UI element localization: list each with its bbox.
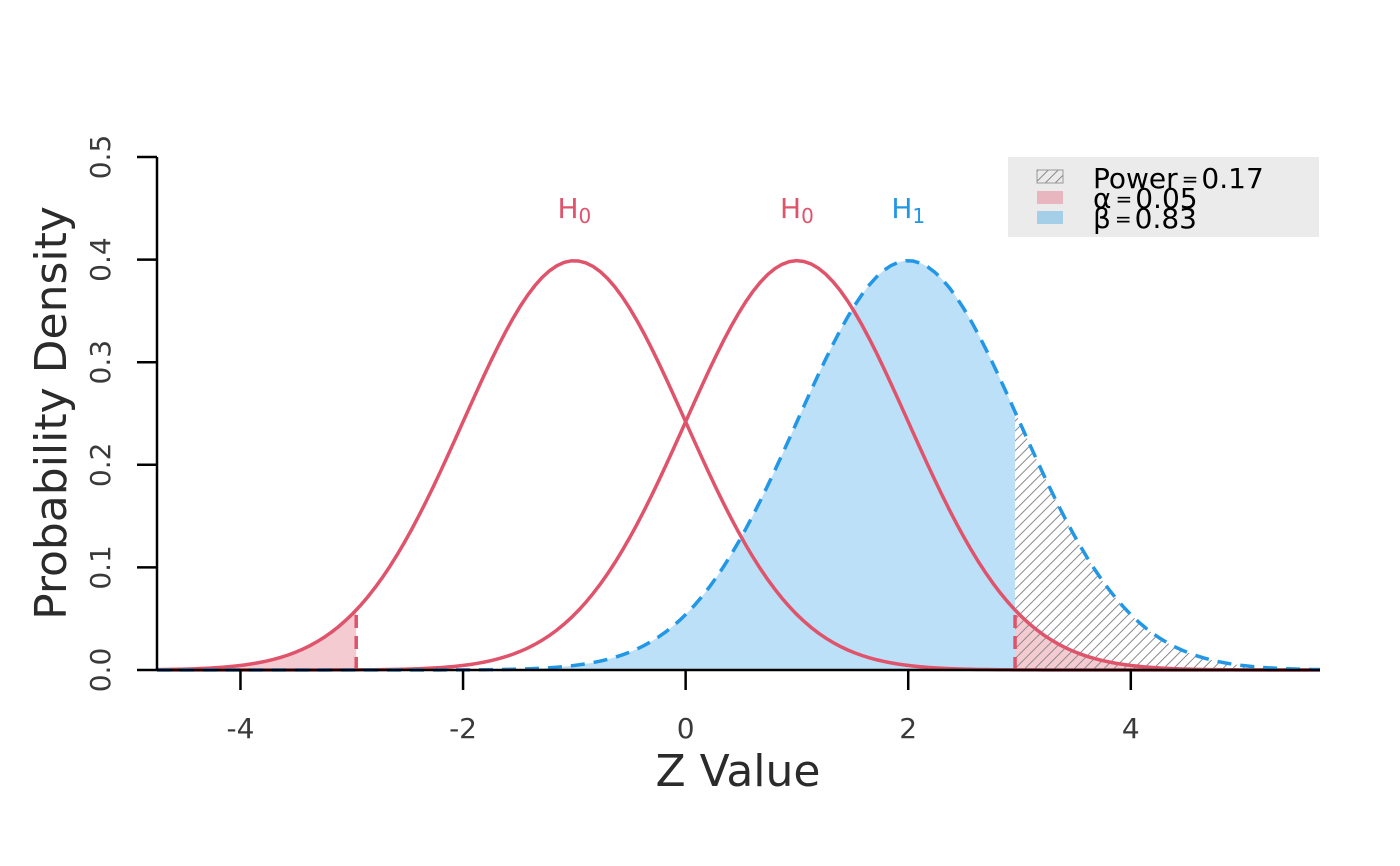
y-tick-label: 0.3 [84, 340, 117, 385]
alpha-region-1 [157, 610, 357, 670]
h1-curve-label-3: H1 [891, 192, 925, 228]
legend-label-power: Power = 0.17 [1093, 162, 1264, 195]
legend-swatch-power [1036, 169, 1064, 184]
legend-swatch-beta [1037, 211, 1063, 224]
x-tick-label: -4 [227, 712, 255, 745]
y-tick-label: 0.1 [84, 545, 117, 590]
h0-curve-label-2: H0 [780, 192, 814, 228]
y-tick-label: 0.0 [84, 648, 117, 693]
y-axis-title: Probability Density [26, 206, 77, 620]
legend-label-beta: β = 0.83 [1093, 202, 1197, 235]
power-region-4 [1015, 411, 1320, 670]
h0-curve-label-1: H0 [557, 192, 591, 228]
legend-label-alpha: α = 0.05 [1093, 182, 1198, 215]
beta-region-3 [356, 260, 1016, 670]
y-tick-label: 0.2 [84, 443, 117, 488]
legend-swatch-alpha [1037, 191, 1063, 204]
y-tick-label: 0.5 [84, 135, 117, 180]
x-tick-label: 2 [899, 712, 917, 745]
x-tick-label: -2 [449, 712, 477, 745]
y-tick-label: 0.4 [84, 237, 117, 282]
x-tick-label: 0 [677, 712, 695, 745]
x-tick-label: 4 [1122, 712, 1140, 745]
x-axis-title: Z Value [656, 746, 821, 797]
